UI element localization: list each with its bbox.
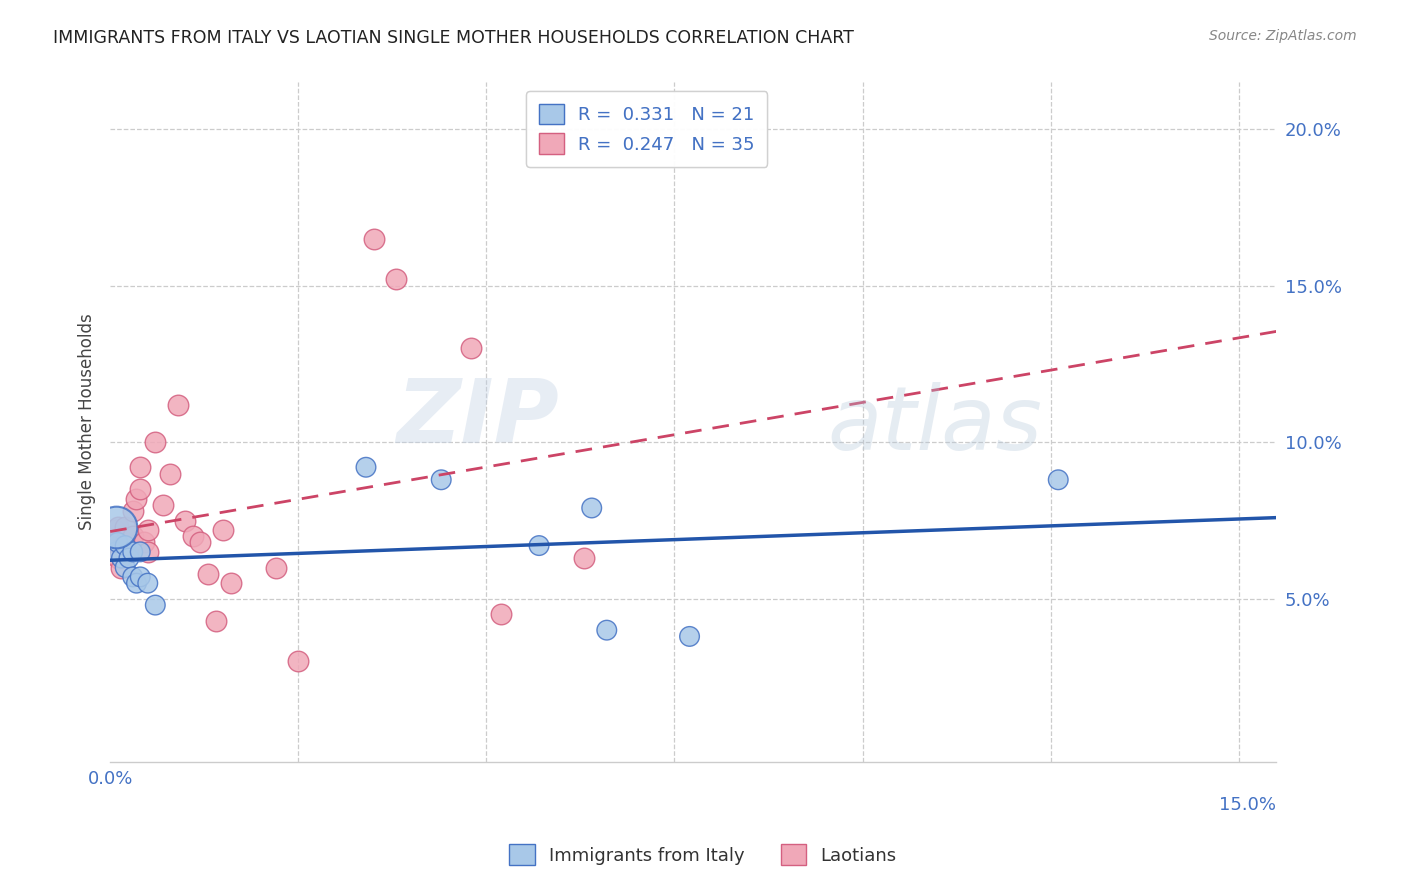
Point (460, 341, 482, 355)
Point (105, 545, 128, 559)
Point (287, 655, 309, 669)
Point (143, 435, 166, 450)
Legend: Immigrants from Italy, Laotians: Immigrants from Italy, Laotians (502, 837, 904, 872)
Point (136, 576, 159, 591)
Point (110, 560, 132, 574)
Point (129, 460, 152, 475)
Point (105, 535, 128, 549)
Point (125, 576, 148, 591)
Point (212, 523, 235, 537)
Point (121, 570, 143, 584)
Text: IMMIGRANTS FROM ITALY VS LAOTIAN SINGLE MOTHER HOUSEHOLDS CORRELATION CHART: IMMIGRANTS FROM ITALY VS LAOTIAN SINGLE … (53, 29, 855, 47)
Point (129, 570, 152, 584)
Point (167, 398, 190, 412)
Point (174, 514, 197, 528)
Text: ZIP: ZIP (396, 375, 560, 462)
Point (363, 231, 385, 245)
Point (114, 520, 136, 534)
Text: Source: ZipAtlas.com: Source: ZipAtlas.com (1209, 29, 1357, 44)
Point (107, 551, 129, 566)
Point (129, 545, 152, 559)
Point (121, 545, 143, 559)
Point (181, 529, 204, 543)
Point (143, 598, 166, 612)
Point (121, 529, 143, 543)
Legend: R =  0.331   N = 21, R =  0.247   N = 35: R = 0.331 N = 21, R = 0.247 N = 35 (526, 91, 768, 167)
Point (354, 460, 377, 475)
Y-axis label: Single Mother Households: Single Mother Households (79, 313, 96, 530)
Point (105, 520, 128, 534)
Point (132, 535, 155, 549)
Point (107, 520, 129, 534)
Point (678, 629, 700, 643)
Point (118, 545, 141, 559)
Point (581, 500, 603, 515)
Point (129, 482, 152, 496)
Point (385, 272, 408, 286)
Text: 15.0%: 15.0% (1219, 797, 1277, 814)
Point (104, 523, 127, 537)
Point (159, 467, 181, 481)
Point (219, 576, 242, 591)
Point (152, 498, 174, 512)
Point (114, 539, 136, 553)
Point (190, 535, 212, 549)
Point (114, 560, 136, 574)
Point (430, 473, 453, 487)
Point (527, 539, 550, 553)
Point (204, 614, 226, 628)
Point (107, 535, 129, 549)
Point (197, 566, 219, 581)
Text: atlas: atlas (828, 382, 1042, 468)
Point (136, 545, 159, 559)
Point (110, 551, 132, 566)
Point (118, 551, 141, 566)
Point (596, 623, 619, 637)
Point (125, 491, 148, 506)
Point (264, 560, 287, 574)
Point (574, 551, 596, 566)
Point (491, 607, 513, 622)
Point (1047, 473, 1070, 487)
Point (121, 504, 143, 518)
Point (114, 535, 136, 549)
Point (114, 545, 136, 559)
Point (136, 523, 159, 537)
